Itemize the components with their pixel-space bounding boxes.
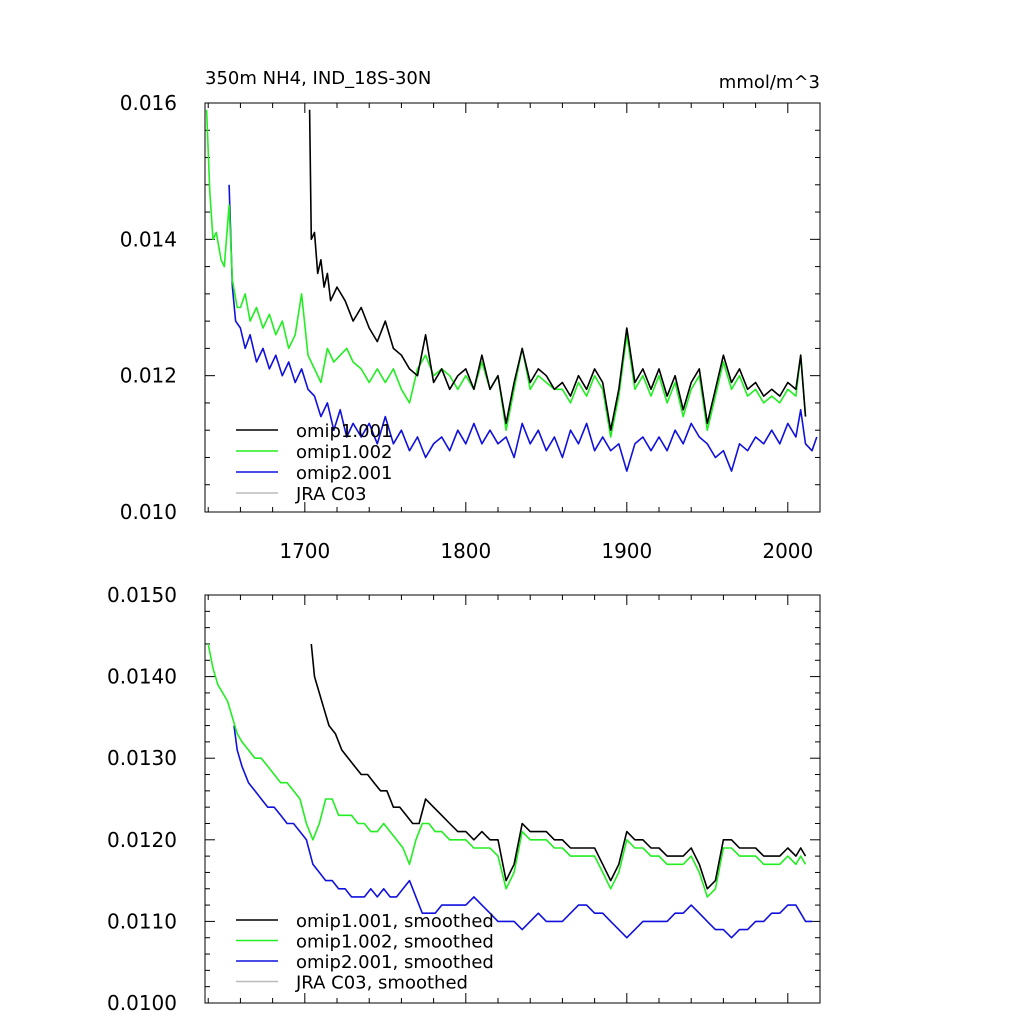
legend-label: omip1.002, smoothed — [296, 932, 494, 953]
series-line-1 — [308, 109, 807, 431]
chart-title: 350m NH4, IND_18S-30N — [205, 68, 431, 89]
legend-label: omip1.002 — [296, 442, 393, 463]
y-tick-label: 0.0130 — [107, 746, 177, 770]
x-tick-label: 1800 — [440, 539, 491, 563]
y-tick-label: 0.0120 — [107, 828, 177, 852]
plot-frame — [204, 102, 821, 513]
y-tick-label: 0.0150 — [107, 583, 177, 607]
legend-label: JRA C03 — [295, 484, 367, 505]
legend-label: omip2.001 — [296, 463, 393, 484]
y-tick-label: 0.010 — [120, 500, 177, 524]
plot-frame — [204, 594, 821, 1004]
x-tick-label: 1900 — [601, 539, 652, 563]
y-tick-label: 0.014 — [120, 227, 177, 251]
y-tick-label: 0.0140 — [107, 665, 177, 689]
series-line-1 — [310, 643, 807, 890]
series-line-2 — [207, 643, 807, 898]
x-tick-label: 1700 — [279, 539, 330, 563]
series-line-3 — [228, 184, 818, 472]
legend-label: omip1.001, smoothed — [296, 911, 494, 932]
legend-label: omip1.001 — [296, 421, 393, 442]
panel-1: 1700 1800 1900 2000 0.010 0.012 0.014 0.016 350m… — [120, 68, 821, 563]
series-line-3 — [233, 725, 812, 939]
y-tick-label: 0.012 — [120, 364, 177, 388]
y-tick-label: 0.0100 — [107, 991, 177, 1015]
legend-label: omip2.001, smoothed — [296, 952, 494, 973]
units-label: mmol/m^3 — [719, 72, 820, 93]
x-tick-label: 2000 — [762, 539, 813, 563]
legend-label: JRA C03, smoothed — [295, 973, 468, 994]
y-tick-label: 0.016 — [120, 91, 177, 115]
panel-2: 0.0100 0.0110 0.0120 0.0130 0.0140 0.0150 omip… — [107, 583, 821, 1015]
y-tick-label: 0.0110 — [107, 909, 177, 933]
